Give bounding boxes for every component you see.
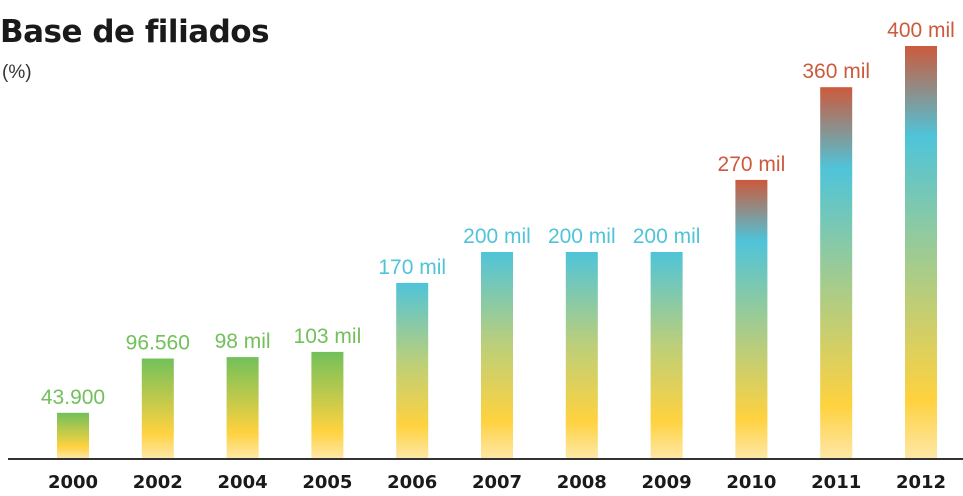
bars-group	[57, 46, 937, 458]
bar-2007	[481, 252, 513, 458]
bar-2012	[905, 46, 937, 458]
value-label-2000: 43.900	[41, 386, 105, 409]
x-tick-label-2012: 2012	[896, 472, 946, 493]
x-tick-label-2011: 2011	[811, 472, 861, 493]
x-tick-label-2006: 2006	[387, 472, 437, 493]
x-tick-label-2008: 2008	[557, 472, 607, 493]
value-label-2011: 360 mil	[802, 60, 870, 83]
x-tick-label-2007: 2007	[472, 472, 522, 493]
value-label-2008: 200 mil	[548, 225, 616, 248]
value-label-2006: 170 mil	[378, 256, 446, 279]
value-label-2007: 200 mil	[463, 225, 531, 248]
x-tick-label-2000: 2000	[48, 472, 98, 493]
bar-2008	[565, 252, 598, 458]
x-tick-label-2010: 2010	[726, 472, 776, 493]
x-tick-labels-group: 2000 2002 2004 2005 2006 2007 2008 2009 2010 2011…	[48, 472, 946, 493]
value-label-2010: 270 mil	[718, 153, 786, 176]
x-tick-label-2004: 2004	[218, 472, 268, 493]
bar-2011	[820, 87, 853, 458]
bar-2010	[735, 179, 768, 458]
chart-title: Base de filiados	[0, 14, 270, 50]
value-label-2004: 98 mil	[215, 330, 271, 353]
value-label-2009: 200 mil	[633, 225, 701, 248]
chart-subtitle: (%)	[2, 62, 32, 83]
value-label-2012: 400 mil	[887, 19, 955, 42]
value-labels-group: 43.900 96.560 98 mil 103 mil 170 mil 200 mil 2…	[41, 19, 955, 409]
bar-2000	[57, 412, 89, 458]
bar-2004	[226, 357, 259, 458]
x-tick-label-2005: 2005	[302, 472, 352, 493]
x-tick-label-2009: 2009	[642, 472, 692, 493]
value-label-2002: 96.560	[126, 332, 190, 355]
bar-2002	[141, 358, 174, 458]
bar-2006	[396, 282, 429, 458]
value-label-2005: 103 mil	[294, 325, 362, 348]
bar-2009	[650, 252, 683, 458]
bar-2005	[311, 351, 344, 458]
x-tick-label-2002: 2002	[133, 472, 183, 493]
